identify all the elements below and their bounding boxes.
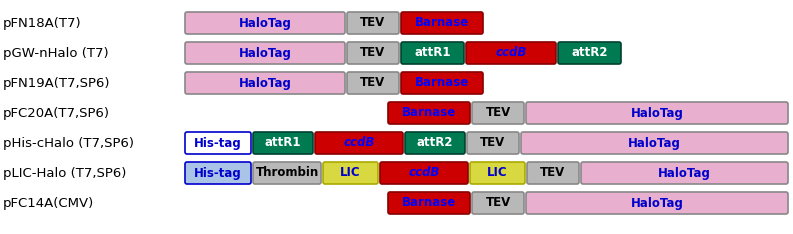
- Text: pFN18A(T7): pFN18A(T7): [3, 17, 82, 29]
- Text: TEV: TEV: [540, 167, 565, 179]
- Text: pGW-nHalo (T7): pGW-nHalo (T7): [3, 47, 109, 59]
- FancyBboxPatch shape: [401, 42, 464, 64]
- FancyBboxPatch shape: [185, 72, 345, 94]
- FancyBboxPatch shape: [253, 162, 321, 184]
- Text: pFC14A(CMV): pFC14A(CMV): [3, 197, 94, 209]
- FancyBboxPatch shape: [527, 162, 579, 184]
- FancyBboxPatch shape: [185, 132, 251, 154]
- Text: HaloTag: HaloTag: [239, 17, 292, 29]
- FancyBboxPatch shape: [470, 162, 525, 184]
- Text: pLIC-Halo (T7,SP6): pLIC-Halo (T7,SP6): [3, 167, 126, 179]
- FancyBboxPatch shape: [472, 192, 524, 214]
- Text: Thrombin: Thrombin: [255, 167, 319, 179]
- FancyBboxPatch shape: [185, 42, 345, 64]
- FancyBboxPatch shape: [467, 132, 519, 154]
- FancyBboxPatch shape: [347, 42, 399, 64]
- FancyBboxPatch shape: [315, 132, 403, 154]
- FancyBboxPatch shape: [405, 132, 465, 154]
- Text: HaloTag: HaloTag: [239, 47, 292, 59]
- Text: pFN19A(T7,SP6): pFN19A(T7,SP6): [3, 77, 110, 89]
- Text: LIC: LIC: [487, 167, 508, 179]
- Text: His-tag: His-tag: [194, 136, 242, 150]
- FancyBboxPatch shape: [472, 102, 524, 124]
- Text: attR2: attR2: [571, 47, 607, 59]
- Text: HaloTag: HaloTag: [239, 77, 292, 89]
- FancyBboxPatch shape: [185, 12, 345, 34]
- Text: TEV: TEV: [485, 197, 511, 209]
- Text: Barnase: Barnase: [415, 77, 469, 89]
- FancyBboxPatch shape: [466, 42, 556, 64]
- Text: His-tag: His-tag: [194, 167, 242, 179]
- FancyBboxPatch shape: [558, 42, 621, 64]
- Text: pHis-cHalo (T7,SP6): pHis-cHalo (T7,SP6): [3, 136, 134, 150]
- FancyBboxPatch shape: [526, 192, 788, 214]
- Text: TEV: TEV: [360, 17, 385, 29]
- Text: pFC20A(T7,SP6): pFC20A(T7,SP6): [3, 106, 110, 120]
- FancyBboxPatch shape: [253, 132, 313, 154]
- FancyBboxPatch shape: [581, 162, 788, 184]
- FancyBboxPatch shape: [323, 162, 378, 184]
- Text: ccdB: ccdB: [496, 47, 527, 59]
- Text: HaloTag: HaloTag: [630, 197, 684, 209]
- FancyBboxPatch shape: [388, 102, 470, 124]
- FancyBboxPatch shape: [380, 162, 468, 184]
- FancyBboxPatch shape: [347, 12, 399, 34]
- Text: TEV: TEV: [481, 136, 506, 150]
- Text: Barnase: Barnase: [402, 197, 456, 209]
- Text: LIC: LIC: [340, 167, 361, 179]
- Text: ccdB: ccdB: [408, 167, 439, 179]
- Text: ccdB: ccdB: [343, 136, 374, 150]
- Text: TEV: TEV: [360, 77, 385, 89]
- FancyBboxPatch shape: [521, 132, 788, 154]
- FancyBboxPatch shape: [388, 192, 470, 214]
- Text: TEV: TEV: [360, 47, 385, 59]
- Text: HaloTag: HaloTag: [630, 106, 684, 120]
- Text: Barnase: Barnase: [402, 106, 456, 120]
- FancyBboxPatch shape: [401, 72, 483, 94]
- FancyBboxPatch shape: [401, 12, 483, 34]
- Text: HaloTag: HaloTag: [628, 136, 681, 150]
- FancyBboxPatch shape: [347, 72, 399, 94]
- FancyBboxPatch shape: [526, 102, 788, 124]
- Text: HaloTag: HaloTag: [658, 167, 711, 179]
- FancyBboxPatch shape: [185, 162, 251, 184]
- Text: attR1: attR1: [265, 136, 301, 150]
- Text: Barnase: Barnase: [415, 17, 469, 29]
- Text: attR2: attR2: [417, 136, 454, 150]
- Text: TEV: TEV: [485, 106, 511, 120]
- Text: attR1: attR1: [414, 47, 450, 59]
